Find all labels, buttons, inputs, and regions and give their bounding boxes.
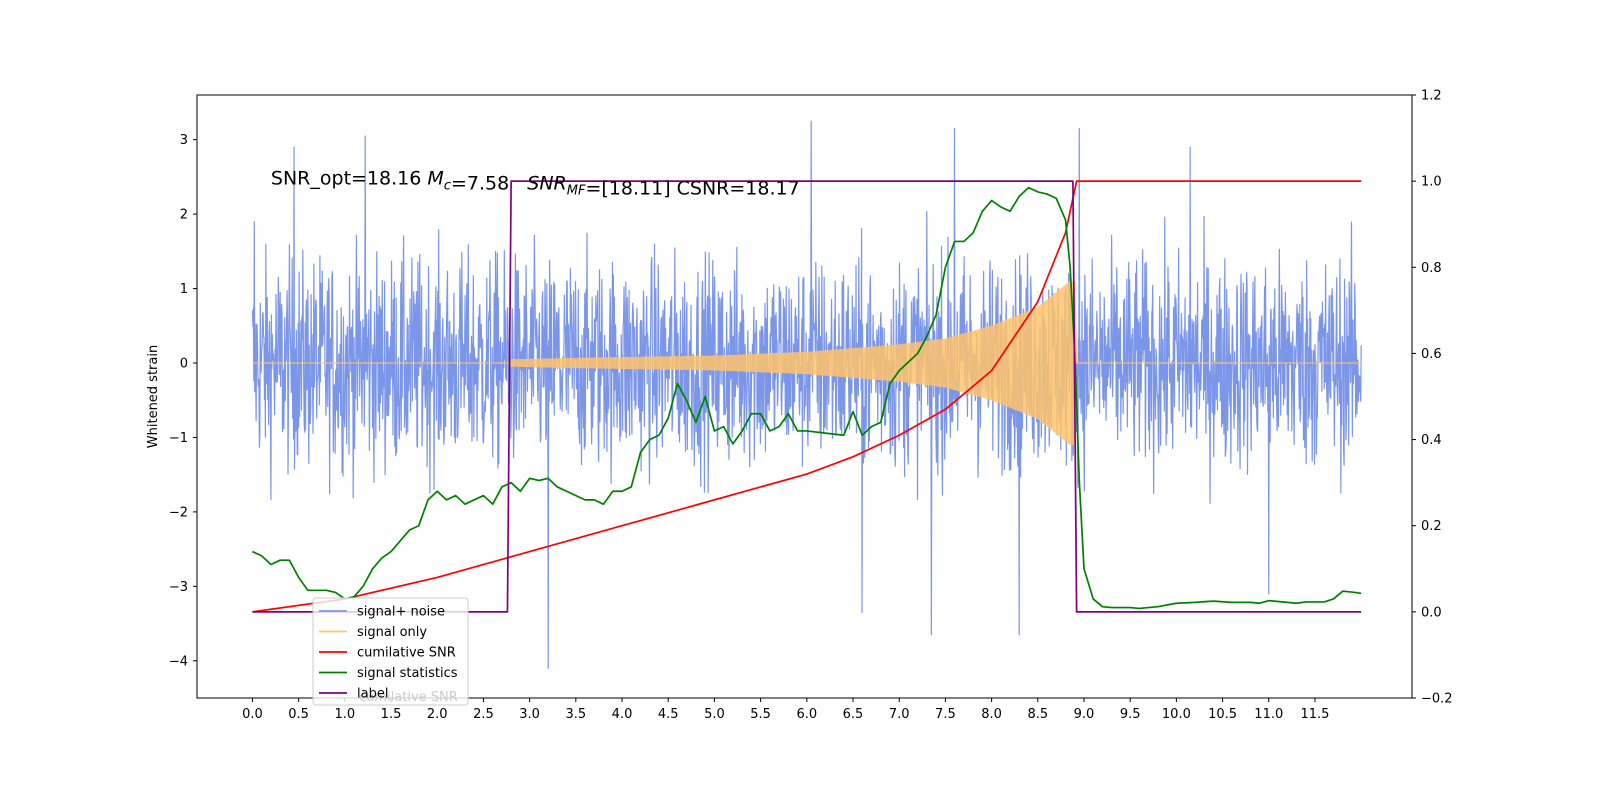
x-tick-label: 1.0	[334, 707, 355, 722]
y-right-tick-label: 0.2	[1421, 519, 1442, 534]
y-left-tick-label: −4	[169, 654, 188, 669]
x-tick-label: 8.5	[1027, 707, 1048, 722]
x-tick-label: 4.0	[612, 707, 633, 722]
series-signal-statistics	[252, 186, 1362, 610]
legend-label: label	[357, 687, 388, 702]
x-tick-label: 2.0	[427, 707, 448, 722]
y-left-tick-label: 2	[180, 208, 188, 223]
y-right-tick-label: 0.6	[1421, 347, 1442, 362]
plot-frame	[196, 94, 1413, 699]
legend-label: signal only	[357, 625, 427, 640]
y-right-tick-label: 1.0	[1421, 175, 1442, 190]
y-left-tick-label: 1	[180, 282, 188, 297]
x-tick-label: 6.0	[796, 707, 817, 722]
x-tick-label: 9.0	[1074, 707, 1095, 722]
series-signal-plus-noise	[251, 120, 1362, 669]
y-left-tick-label: −1	[169, 431, 188, 446]
x-axis: 0.0 0.5 1.0 1.5 2.0 2.5 3.0 3.5 4.0 4.5 5.0 5.5 6.0 6…	[242, 698, 1329, 722]
x-tick-label: 5.5	[750, 707, 771, 722]
x-tick-label: 8.0	[981, 707, 1002, 722]
x-tick-label: 0.5	[288, 707, 309, 722]
y-right-tick-label: 0.8	[1421, 261, 1442, 276]
legend-box	[312, 597, 469, 706]
x-tick-label: 6.5	[843, 707, 864, 722]
y-axis-right: −0.2 0.0 0.2 0.4 0.6 0.8 1.0 1.2	[1412, 89, 1453, 707]
snr-annotation: SNR_opt=18.16 Mc=7.58 SNRMF=[18.11] CSNR…	[271, 167, 800, 199]
y-left-tick-label: 3	[180, 133, 188, 148]
y-left-tick-label: −2	[169, 505, 188, 520]
x-tick-label: 3.5	[565, 707, 586, 722]
y-axis-left: −4 −3 −2 −1 0 1 2 3	[169, 133, 197, 669]
plot-series-layer	[251, 120, 1362, 669]
x-tick-label: 7.0	[889, 707, 910, 722]
legend-label: cumilative SNR	[357, 646, 456, 661]
x-tick-label: 10.5	[1208, 707, 1237, 722]
legend-label: signal statistics	[357, 666, 458, 681]
y-right-tick-label: 1.2	[1421, 89, 1442, 104]
x-tick-label: 3.0	[519, 707, 540, 722]
x-tick-label: 0.0	[242, 707, 263, 722]
legend-ghost-text: cumilative SNR	[359, 690, 458, 705]
x-tick-label: 9.5	[1120, 707, 1141, 722]
x-tick-label: 5.0	[704, 707, 725, 722]
y-axis-label: Whitened strain	[146, 345, 161, 448]
x-tick-label: 7.5	[935, 707, 956, 722]
series-signal-only	[252, 281, 1362, 445]
x-tick-label: 11.5	[1301, 707, 1330, 722]
y-right-tick-label: 0.0	[1421, 605, 1442, 620]
legend: cumilative SNR signal+ noise signal only cu…	[312, 597, 469, 706]
y-left-tick-label: 0	[180, 357, 188, 372]
y-left-tick-label: −3	[169, 580, 188, 595]
y-right-tick-label: 0.4	[1421, 433, 1442, 448]
y-right-tick-label: −0.2	[1421, 692, 1453, 707]
x-tick-label: 2.5	[473, 707, 494, 722]
legend-label: signal+ noise	[357, 605, 445, 620]
series-cumulative-snr	[252, 180, 1362, 613]
x-tick-label: 1.5	[381, 707, 402, 722]
x-tick-label: 10.0	[1162, 707, 1191, 722]
x-tick-label: 11.0	[1254, 707, 1283, 722]
x-tick-label: 4.5	[658, 707, 679, 722]
